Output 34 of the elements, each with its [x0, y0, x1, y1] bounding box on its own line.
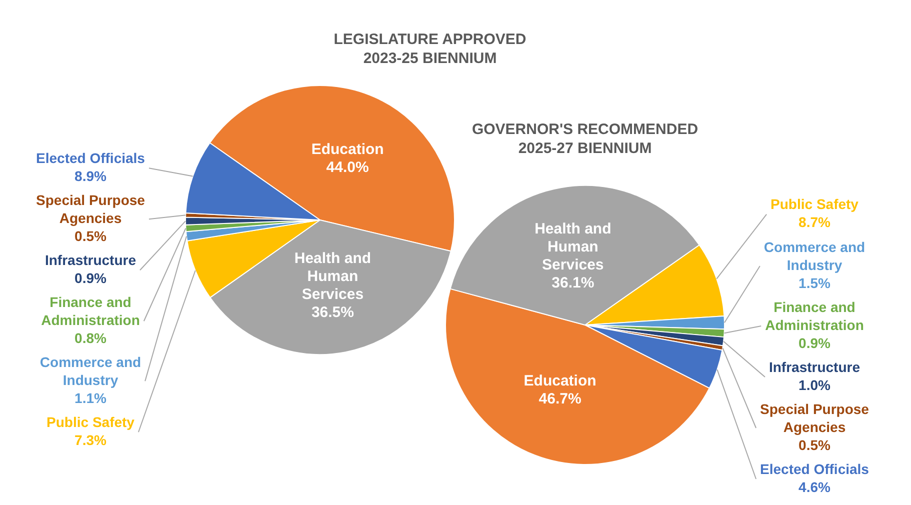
slice-label: Elected Officials — [36, 150, 146, 166]
data-label: 46.7% — [538, 390, 582, 408]
data-label: 1.5% — [798, 274, 831, 291]
slice-label: Special Purpose Agencies — [760, 400, 870, 435]
slice-label: Elected Officials — [760, 460, 870, 477]
data-label: 7.3% — [74, 432, 107, 448]
slice-label: Health and Human Services — [294, 250, 372, 304]
data-label: 8.9% — [74, 168, 107, 184]
data-label: 36.5% — [311, 304, 354, 322]
data-label: 1.0% — [798, 376, 831, 393]
slice-label: Public Safety — [770, 196, 859, 212]
slice-label: Commerce and Industry — [40, 354, 142, 388]
chart-title: GOVERNOR'S RECOMMENDED 2025-27 BIENNIUM — [472, 121, 698, 158]
slice-label: Education — [524, 372, 596, 390]
slice-label: Health and Human Services — [534, 220, 612, 274]
slice-label: Education — [311, 140, 384, 158]
data-label: 0.5% — [74, 228, 107, 244]
data-label: 0.9% — [798, 334, 831, 351]
slice-label: Commerce and Industry — [764, 238, 866, 273]
slice-label: Infrastructure — [44, 252, 136, 268]
data-label: 0.5% — [798, 436, 831, 453]
slice-label: Finance and Administration — [765, 298, 864, 333]
slice-label: Public Safety — [46, 414, 135, 430]
data-label: 44.0% — [326, 158, 369, 176]
chart-title: LEGISLATURE APPROVED 2023-25 BIENNIUM — [334, 31, 526, 68]
data-label: 0.8% — [74, 330, 107, 346]
slice-label: Infrastructure — [768, 358, 860, 375]
data-label: 0.9% — [74, 270, 107, 286]
data-label: 36.1% — [552, 274, 594, 292]
slice-label: Special Purpose Agencies — [36, 192, 146, 226]
slice-label: Finance and Administration — [41, 294, 140, 328]
data-label: 1.1% — [74, 390, 107, 406]
data-label: 8.7% — [798, 214, 831, 230]
data-label: 4.6% — [798, 478, 831, 495]
